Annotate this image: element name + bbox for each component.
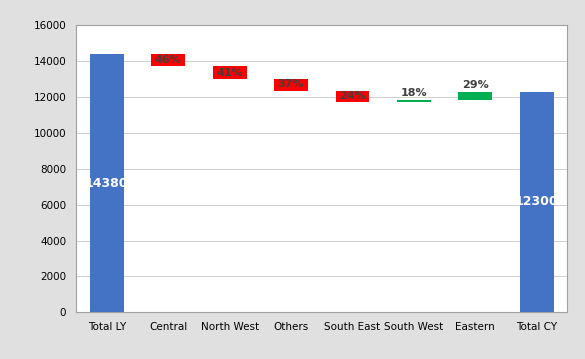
Bar: [336, 90, 369, 102]
Bar: [520, 92, 553, 312]
Text: 24%: 24%: [339, 91, 366, 101]
Bar: [397, 99, 431, 102]
Text: 14380: 14380: [85, 177, 129, 190]
Bar: [274, 79, 308, 90]
Bar: [90, 54, 123, 312]
Text: 18%: 18%: [401, 88, 427, 98]
Text: 46%: 46%: [155, 55, 181, 65]
Text: 12300: 12300: [515, 195, 559, 209]
Bar: [459, 92, 492, 99]
Text: 29%: 29%: [462, 80, 488, 90]
Text: 41%: 41%: [216, 67, 243, 78]
Bar: [152, 54, 185, 66]
Bar: [213, 66, 246, 79]
Text: 37%: 37%: [278, 79, 304, 89]
